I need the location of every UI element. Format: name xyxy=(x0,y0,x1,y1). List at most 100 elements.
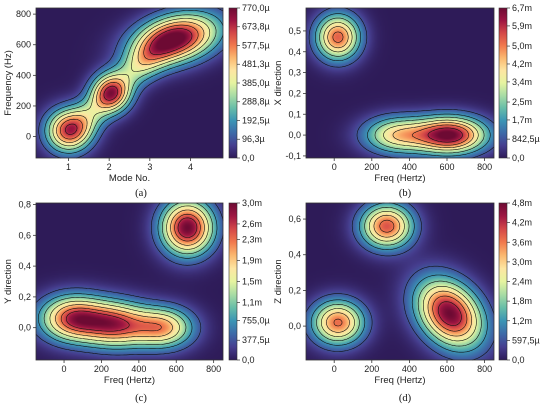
colorbar-c xyxy=(228,202,238,361)
y-axis-label-c: Y direction xyxy=(3,259,14,304)
x-tick-label-d-2: 400 xyxy=(402,364,417,374)
y-tick-label-c-4: 0,8 xyxy=(18,200,31,210)
caption-c: (c) xyxy=(135,393,147,404)
contour-line-b-2 xyxy=(319,17,485,154)
x-tick-label-b-1: 200 xyxy=(364,162,379,172)
heatmap-surface-a xyxy=(36,8,223,158)
contour-line-a-3 xyxy=(52,18,211,147)
x-tick-label-d-1: 200 xyxy=(364,364,379,374)
contour-line-c-4 xyxy=(55,209,205,339)
contour-line-b-1 xyxy=(315,13,491,157)
heatmap-surface-c xyxy=(36,203,223,360)
contour-line-d-0 xyxy=(305,202,495,361)
contour-line-a-1 xyxy=(44,10,224,154)
x-tick-label-d-0: 0 xyxy=(332,364,337,374)
colorbar-tick-label-b-2: 1,7m xyxy=(512,115,532,125)
colorbar-b xyxy=(498,7,508,159)
colorbar-tick-label-d-7: 4,2m xyxy=(512,218,532,228)
colorbar-tick-label-c-0: 0,0 xyxy=(242,355,255,365)
y-tick-label-b-1: 0,0 xyxy=(288,130,301,140)
x-axis-label-b: Freq (Hertz) xyxy=(374,173,425,184)
colorbar-tick-label-b-4: 3,4m xyxy=(512,77,532,87)
colorbar-tick-label-c-5: 1,9m xyxy=(242,256,262,266)
contour-line-a-4 xyxy=(56,21,205,143)
colorbar-a xyxy=(228,7,238,159)
colorbar-tick-label-b-7: 5,9m xyxy=(512,21,532,31)
colorbar-tick-label-a-7: 673,8µ xyxy=(242,22,270,32)
x-tick-label-c-4: 800 xyxy=(206,364,221,374)
colorbar-tick-label-d-5: 3,0m xyxy=(512,257,532,267)
y-tick-label-b-4: 0,3 xyxy=(288,68,301,78)
y-tick-label-c-2: 0,4 xyxy=(18,261,31,271)
y-tick-label-c-3: 0,6 xyxy=(18,230,31,240)
contour-line-d-3 xyxy=(321,211,477,342)
contour-line-c-5 xyxy=(60,213,201,335)
y-tick-label-d-1: 0,2 xyxy=(288,285,301,295)
panel-b: 0 200 400 600 800 -0,1 0,0 0,1 0,2 0,3 0,4 0,5 Freq … xyxy=(273,3,540,184)
y-tick-label-a-1: 200 xyxy=(16,101,31,111)
y-axis-label-a: Frequency (Hz) xyxy=(3,50,14,115)
colorbar-tick-label-a-4: 385,0µ xyxy=(242,78,270,88)
colorbar-tick-label-b-5: 4,2m xyxy=(512,59,532,69)
contour-line-c-3 xyxy=(49,205,209,342)
colorbar-tick-label-a-3: 288,8µ xyxy=(242,97,270,107)
x-tick-label-c-2: 400 xyxy=(131,364,146,374)
y-tick-label-a-4: 800 xyxy=(16,9,31,19)
y-tick-label-c-0: 0,0 xyxy=(18,323,31,333)
colorbar-tick-label-b-8: 6,7m xyxy=(512,3,532,13)
colorbar-tick-label-c-8: 3,0m xyxy=(242,198,262,208)
heatmap-surface-d xyxy=(306,203,494,360)
y-axis-label-b: X direction xyxy=(273,61,284,106)
plot-frame-d xyxy=(305,202,495,361)
panel-d: 0 200 400 600 800 0,0 0,2 0,4 0,6 Freq (Hertz) Z d… xyxy=(273,198,540,386)
contour-line-c-1 xyxy=(38,202,218,350)
y-tick-label-a-3: 600 xyxy=(16,40,31,50)
colorbar-tick-label-b-6: 5,0m xyxy=(512,41,532,51)
y-tick-label-d-2: 0,4 xyxy=(288,250,301,260)
heatmap-surface-b xyxy=(306,8,494,158)
x-tick-label-c-0: 0 xyxy=(62,364,67,374)
colorbar-tick-label-d-1: 597,5µ xyxy=(512,335,540,345)
contour-line-a-6 xyxy=(64,28,193,135)
colorbar-tick-label-c-1: 377,5µ xyxy=(242,335,270,345)
x-tick-label-d-4: 800 xyxy=(477,364,492,374)
x-tick-label-c-3: 600 xyxy=(169,364,184,374)
colorbar-tick-label-b-0: 0,0 xyxy=(512,153,525,163)
contour-line-b-6 xyxy=(427,127,463,143)
x-tick-label-a-3: 4 xyxy=(188,162,193,172)
y-axis-label-d: Z direction xyxy=(273,259,284,303)
colorbar-tick-label-c-2: 755,0µ xyxy=(242,315,270,325)
y-tick-label-b-6: 0,5 xyxy=(288,26,301,36)
contour-line-d-1 xyxy=(310,202,488,353)
colorbar-tick-label-c-7: 2,6m xyxy=(242,219,262,229)
y-tick-label-d-3: 0,6 xyxy=(288,214,301,224)
x-tick-label-b-4: 800 xyxy=(477,162,492,172)
x-tick-label-b-3: 600 xyxy=(439,162,454,172)
contour-line-c-6 xyxy=(66,217,198,332)
y-tick-label-b-5: 0,4 xyxy=(288,47,301,57)
colorbar-tick-label-d-8: 4,8m xyxy=(512,198,532,208)
contour-line-d-6 xyxy=(437,301,462,326)
colorbar-tick-label-a-5: 481,3µ xyxy=(242,59,270,69)
contour-line-b-3 xyxy=(323,22,479,151)
panel-a: 1 2 3 4 0 200 400 600 800 Mode No. Frequency (Hz) 0… xyxy=(3,3,270,184)
colorbar-tick-label-a-2: 192,5µ xyxy=(242,116,270,126)
contour-line-b-5 xyxy=(332,31,469,146)
x-axis-label-d: Freq (Hertz) xyxy=(374,375,425,386)
x-tick-label-b-0: 0 xyxy=(332,162,337,172)
panel-c: 0 200 400 600 800 0,0 0,2 0,4 0,6 0,8 Freq (Hertz)… xyxy=(3,198,270,386)
plot-frame-b xyxy=(305,7,495,159)
colorbar-tick-label-b-3: 2,5m xyxy=(512,97,532,107)
contour-line-c-2 xyxy=(43,202,213,346)
x-axis-label-c: Freq (Hertz) xyxy=(104,375,155,386)
y-tick-label-b-2: 0,1 xyxy=(288,109,301,119)
colorbar-tick-label-c-4: 1,5m xyxy=(242,277,262,287)
contour-line-b-4 xyxy=(327,26,474,148)
colorbar-d xyxy=(498,202,508,361)
colorbar-tick-label-a-1: 96,3µ xyxy=(242,134,265,144)
caption-a: (a) xyxy=(135,188,147,199)
colorbar-tick-label-d-4: 2,4m xyxy=(512,277,532,287)
colorbar-tick-label-a-8: 770,0µ xyxy=(242,3,270,13)
colorbar-tick-label-d-0: 0,0 xyxy=(512,355,525,365)
contour-line-a-0 xyxy=(38,7,224,159)
